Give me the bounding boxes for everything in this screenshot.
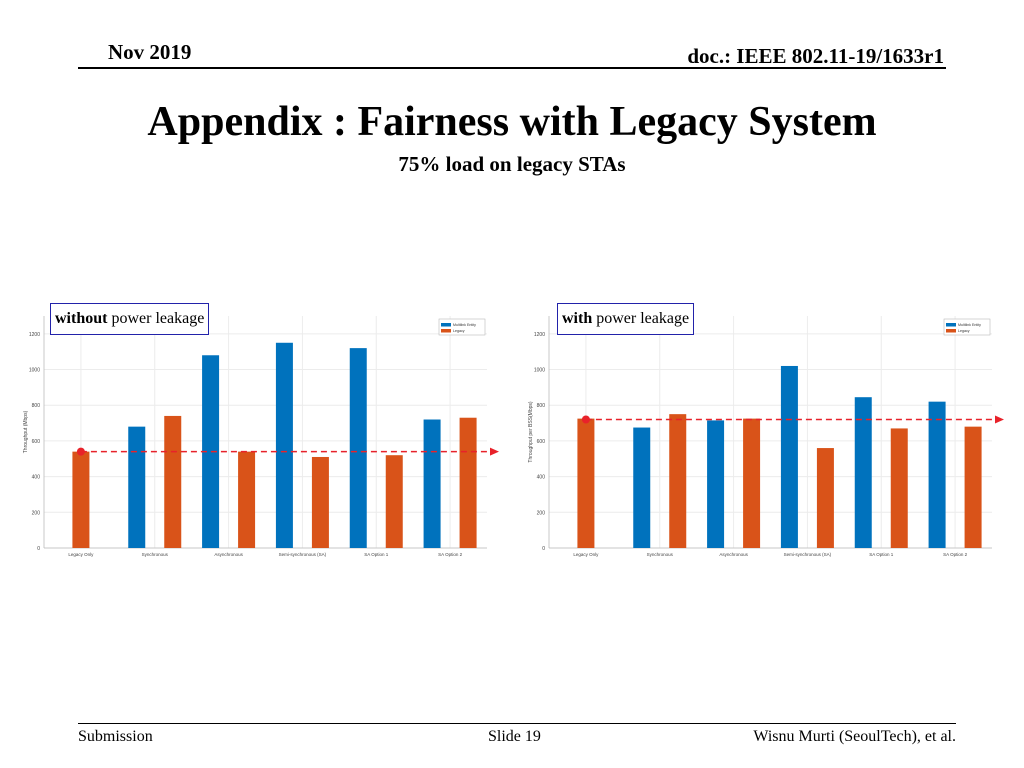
bar-multilink bbox=[202, 355, 220, 548]
y-tick-label: 200 bbox=[537, 510, 546, 516]
y-tick-label: 400 bbox=[32, 475, 41, 481]
x-tick-label: Legacy Only bbox=[68, 552, 94, 557]
label-with-bold: with bbox=[562, 310, 593, 327]
bar-legacy bbox=[577, 418, 595, 548]
label-without-bold: without bbox=[55, 310, 108, 327]
bar-multilink bbox=[423, 419, 441, 548]
bar-multilink bbox=[349, 348, 367, 548]
legend: Multilink Entity Legacy bbox=[943, 318, 991, 336]
x-tick-label: SA Option 2 bbox=[438, 552, 463, 557]
legend-label: Legacy bbox=[958, 329, 970, 333]
y-tick-label: 200 bbox=[32, 510, 41, 516]
footer-submission: Submission bbox=[78, 728, 153, 745]
bar-multilink bbox=[854, 397, 872, 548]
plot-area bbox=[44, 316, 487, 548]
x-tick-label: SA Option 1 bbox=[364, 552, 389, 557]
bar-multilink bbox=[780, 365, 798, 548]
x-tick-label: Semi-synchronous (SA) bbox=[279, 552, 327, 557]
bar-multilink bbox=[928, 401, 946, 548]
header-date: Nov 2019 bbox=[108, 40, 192, 64]
bar-legacy bbox=[743, 418, 761, 548]
bar-multilink bbox=[707, 420, 725, 548]
reference-marker bbox=[76, 447, 85, 456]
bar-legacy bbox=[890, 428, 908, 548]
x-tick-label: SA Option 1 bbox=[869, 552, 894, 557]
footer-divider bbox=[78, 723, 956, 724]
legend-label: Multilink Entity bbox=[958, 323, 981, 327]
y-axis-label: Throughput per BSS(Mbps) bbox=[528, 401, 534, 462]
y-tick-label: 400 bbox=[537, 475, 546, 481]
bar-legacy bbox=[669, 414, 687, 548]
y-tick-label: 1000 bbox=[29, 368, 40, 374]
label-without-rest: power leakage bbox=[107, 310, 205, 327]
reference-arrow bbox=[995, 415, 1004, 424]
bar-legacy bbox=[164, 415, 182, 548]
label-without-power-leakage: without power leakage bbox=[50, 303, 210, 335]
bar-legacy bbox=[459, 417, 477, 548]
y-tick-label: 0 bbox=[37, 546, 40, 552]
y-axis-label: Throughput (Mbps) bbox=[23, 410, 29, 453]
slide-title: Appendix : Fairness with Legacy System bbox=[147, 99, 877, 145]
bar-legacy bbox=[385, 455, 403, 548]
slide-subtitle: 75% load on legacy STAs bbox=[398, 152, 626, 176]
y-tick-label: 600 bbox=[32, 439, 41, 445]
bar-legacy bbox=[311, 456, 329, 548]
chart-without-leakage: 0 200 400 600 800 1000 1200 Throughput (Mbps) Le… bbox=[22, 312, 499, 562]
footer-slide-number: Slide 19 bbox=[488, 728, 541, 745]
legend: Multilink Entity Legacy bbox=[438, 318, 486, 336]
y-tick-label: 1200 bbox=[534, 332, 545, 338]
label-with-rest: power leakage bbox=[592, 310, 690, 327]
chart-svg: 0 200 400 600 800 1000 1200 Throughput per BSS(… bbox=[528, 316, 1004, 557]
reference-marker bbox=[581, 415, 590, 424]
x-tick-label: SA Option 2 bbox=[943, 552, 968, 557]
reference-arrow bbox=[490, 447, 499, 456]
x-tick-label: Semi-synchronous (SA) bbox=[784, 552, 832, 557]
legend-swatch bbox=[441, 323, 451, 327]
y-tick-label: 800 bbox=[537, 403, 546, 409]
chart-svg: 0 200 400 600 800 1000 1200 Throughput (Mbps) Le… bbox=[23, 316, 499, 557]
header-doc-id: doc.: IEEE 802.11-19/1633r1 bbox=[687, 44, 944, 68]
x-tick-label: Legacy Only bbox=[573, 552, 599, 557]
plot-area bbox=[549, 316, 992, 548]
footer-author: Wisnu Murti (SeoulTech), et al. bbox=[753, 728, 956, 745]
x-tick-label: Synchronous bbox=[142, 552, 169, 557]
legend-label: Multilink Entity bbox=[453, 323, 476, 327]
bar-legacy bbox=[72, 451, 90, 548]
x-tick-label: Asynchronous bbox=[214, 552, 243, 557]
legend-swatch bbox=[946, 323, 956, 327]
bar-legacy bbox=[964, 426, 982, 548]
bar-legacy bbox=[816, 448, 834, 548]
legend-swatch bbox=[441, 329, 451, 333]
y-tick-label: 0 bbox=[542, 546, 545, 552]
legend-swatch bbox=[946, 329, 956, 333]
y-tick-label: 1000 bbox=[534, 368, 545, 374]
x-tick-label: Synchronous bbox=[647, 552, 674, 557]
chart-with-leakage: 0 200 400 600 800 1000 1200 Throughput per BSS(… bbox=[527, 312, 1004, 562]
y-tick-label: 600 bbox=[537, 439, 546, 445]
label-with-power-leakage: with power leakage bbox=[557, 303, 695, 335]
y-tick-label: 1200 bbox=[29, 332, 40, 338]
legend-label: Legacy bbox=[453, 329, 465, 333]
header-divider bbox=[78, 67, 946, 69]
bar-multilink bbox=[275, 342, 293, 548]
x-tick-label: Asynchronous bbox=[719, 552, 748, 557]
bar-multilink bbox=[128, 426, 146, 548]
y-tick-label: 800 bbox=[32, 403, 41, 409]
bar-legacy bbox=[238, 451, 256, 548]
bar-multilink bbox=[633, 427, 651, 548]
